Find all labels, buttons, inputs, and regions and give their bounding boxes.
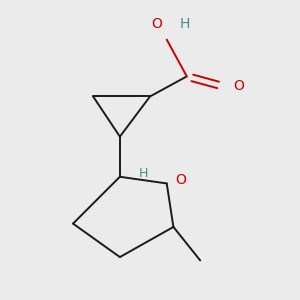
Text: O: O: [175, 173, 186, 187]
Text: O: O: [151, 17, 162, 31]
Text: O: O: [234, 80, 244, 93]
Text: H: H: [180, 17, 190, 31]
Text: H: H: [138, 167, 148, 180]
